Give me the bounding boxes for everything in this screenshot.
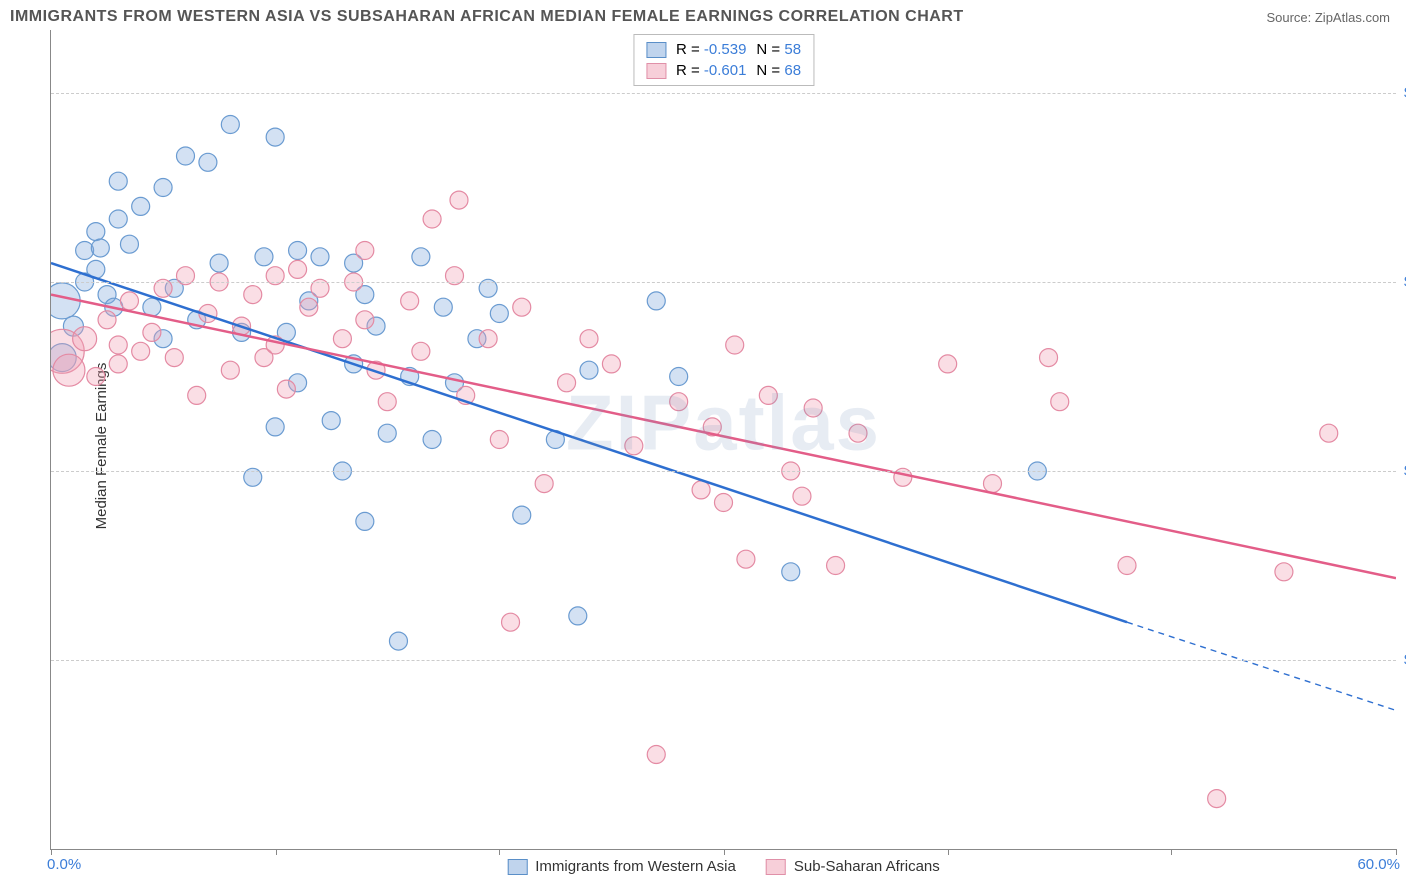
legend-row-blue: R = -0.539 N = 58 xyxy=(646,39,801,60)
chart-plot-area: ZIPatlas R = -0.539 N = 58 R = -0.601 N … xyxy=(50,30,1396,850)
legend-item-pink: Sub-Saharan Africans xyxy=(766,858,940,875)
chart-title: IMMIGRANTS FROM WESTERN ASIA VS SUBSAHAR… xyxy=(10,8,964,26)
header-bar: IMMIGRANTS FROM WESTERN ASIA VS SUBSAHAR… xyxy=(0,0,1406,30)
legend-row-pink: R = -0.601 N = 68 xyxy=(646,60,801,81)
swatch-blue-icon xyxy=(646,42,666,58)
x-tick-mark xyxy=(51,849,52,855)
swatch-blue-icon xyxy=(507,859,527,875)
legend-item-blue: Immigrants from Western Asia xyxy=(507,858,736,875)
swatch-pink-icon xyxy=(766,859,786,875)
x-tick-mark xyxy=(499,849,500,855)
legend-label-pink: Sub-Saharan Africans xyxy=(794,858,940,875)
series-legend: Immigrants from Western Asia Sub-Saharan… xyxy=(507,858,940,875)
r-value-pink: -0.601 xyxy=(704,62,747,79)
n-value-blue: 58 xyxy=(784,41,801,58)
gridline xyxy=(51,471,1396,472)
x-tick-mark xyxy=(1396,849,1397,855)
scatter-plot-svg xyxy=(51,30,1396,849)
x-axis-end-label: 60.0% xyxy=(1357,856,1400,873)
gridline xyxy=(51,93,1396,94)
legend-label-blue: Immigrants from Western Asia xyxy=(535,858,736,875)
r-value-blue: -0.539 xyxy=(704,41,747,58)
source-label: Source: ZipAtlas.com xyxy=(1266,10,1390,25)
x-tick-mark xyxy=(276,849,277,855)
correlation-legend: R = -0.539 N = 58 R = -0.601 N = 68 xyxy=(633,34,814,86)
gridline xyxy=(51,282,1396,283)
x-tick-mark xyxy=(1171,849,1172,855)
x-tick-mark xyxy=(724,849,725,855)
x-axis-start-label: 0.0% xyxy=(47,856,81,873)
x-tick-mark xyxy=(948,849,949,855)
swatch-pink-icon xyxy=(646,63,666,79)
gridline xyxy=(51,660,1396,661)
n-value-pink: 68 xyxy=(784,62,801,79)
